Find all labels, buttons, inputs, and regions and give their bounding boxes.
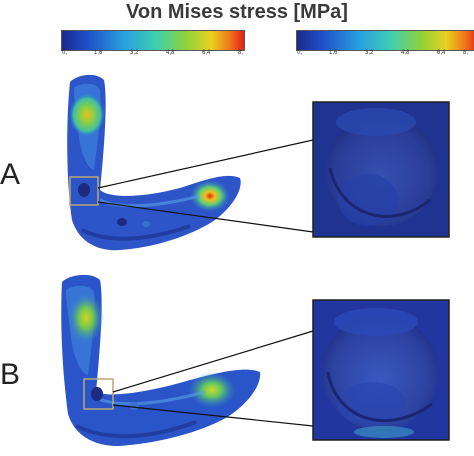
colorbar-left	[61, 30, 245, 51]
colorbar-right-tick: 4,8	[401, 50, 410, 56]
jaw-model-a	[67, 74, 241, 251]
colorbar-right	[296, 30, 474, 51]
zoom-inset-a	[312, 101, 450, 238]
connector-line-a	[97, 201, 314, 233]
colorbar-left-tick: 3,2	[130, 50, 139, 56]
colorbar-right-tick: 0,	[297, 50, 303, 56]
figure-title: Von Mises stress [MPa]	[126, 1, 348, 23]
colorbar-left-tick: 6,4	[202, 50, 211, 56]
colorbar-right-tick: 1,6	[329, 50, 338, 56]
colorbar-left-tick: 0,	[62, 50, 68, 56]
colorbar-right-tick: 8,	[463, 50, 469, 56]
zoom-box-b	[83, 378, 114, 410]
colorbar-right-tick: 6,4	[437, 50, 446, 56]
zoom-inset-b	[312, 299, 450, 441]
jaw-model-b	[61, 274, 261, 446]
colorbar-right-tick: 3,2	[365, 50, 374, 56]
colorbar-left-tick: 4,8	[166, 50, 175, 56]
colorbar-left-tick: 8,	[238, 50, 244, 56]
zoom-box-a	[69, 176, 99, 206]
panel-label-b: B	[0, 358, 21, 391]
connector-line-a	[97, 139, 314, 189]
connector-line-b	[112, 404, 314, 427]
colorbar-left-tick: 1,6	[94, 50, 103, 56]
panel-label-a: A	[0, 158, 21, 191]
connector-line-b	[112, 330, 314, 393]
